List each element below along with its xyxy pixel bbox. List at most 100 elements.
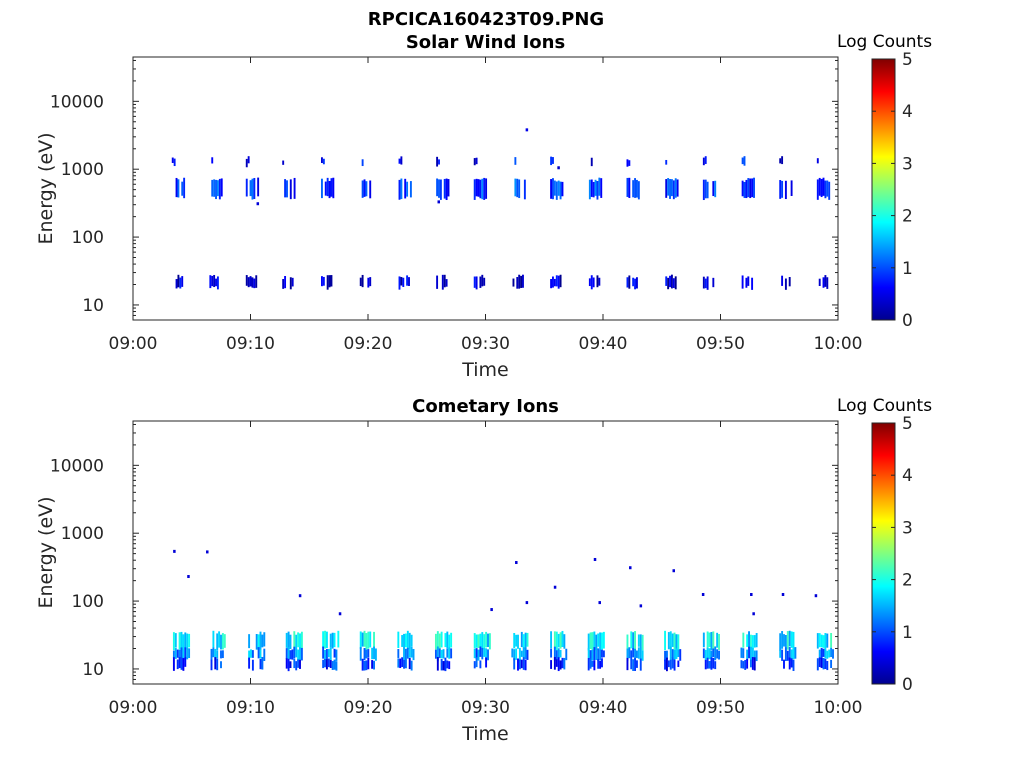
colorbar-tick-label: 4 — [902, 102, 913, 122]
x-tick-label: 09:30 — [461, 698, 510, 718]
spectrogram-cell — [297, 632, 300, 648]
spectrogram-point — [338, 612, 342, 616]
spectrogram-cell — [475, 157, 478, 165]
spectrogram-cell — [673, 632, 676, 650]
spectrogram-cell — [483, 647, 486, 657]
spectrogram-point — [437, 200, 440, 204]
spectrogram-cell — [824, 649, 827, 659]
spectrogram-cell — [291, 277, 294, 287]
spectrogram-cell — [671, 633, 674, 647]
panel-title: Cometary Ions — [412, 396, 559, 417]
spectrogram-cell — [677, 660, 680, 667]
spectrogram-cell — [440, 631, 443, 648]
spectrogram-cell — [520, 650, 523, 657]
spectrogram-cell — [820, 657, 823, 668]
spectrogram-cell — [485, 657, 488, 668]
spectrogram-cell — [182, 634, 185, 650]
spectrogram-cell — [753, 177, 755, 198]
spectrogram-cell — [247, 277, 250, 288]
spectrogram-cell — [444, 633, 447, 648]
spectrogram-cell — [597, 658, 600, 669]
spectrogram-cell — [410, 646, 413, 658]
spectrogram-cell — [824, 275, 827, 287]
spectrogram-cell — [373, 631, 375, 650]
spectrogram-cell — [255, 634, 258, 650]
spectrogram-cell — [325, 631, 328, 648]
spectrogram-cell — [481, 647, 484, 660]
spectrogram-cell — [590, 157, 593, 167]
spectrogram-cell — [716, 632, 719, 648]
spectrogram-cell — [289, 277, 292, 290]
spectrogram-cell — [518, 179, 521, 199]
colorbar-tick-label: 2 — [902, 571, 913, 591]
spectrogram-cell — [593, 647, 596, 661]
spectrogram-cell — [400, 277, 403, 286]
spectrogram-cell — [440, 649, 443, 659]
spectrogram-cell — [520, 275, 523, 288]
spectrogram-cell — [448, 634, 451, 651]
spectrogram-cell — [637, 634, 640, 647]
spectrogram-cell — [174, 647, 177, 659]
spectrogram-cell — [704, 659, 707, 670]
spectrogram-cell — [779, 649, 782, 658]
x-tick-label: 09:50 — [696, 698, 745, 718]
spectrogram-cell — [330, 178, 333, 197]
spectrogram-cell — [173, 158, 176, 167]
spectrogram-cell — [179, 277, 182, 289]
spectrogram-cell — [371, 660, 374, 669]
spectrogram-cell — [335, 661, 338, 671]
spectrogram-cell — [522, 634, 525, 649]
spectrogram-cell — [553, 278, 556, 287]
spectrogram-cell — [626, 177, 629, 197]
spectrogram-cell — [367, 649, 370, 658]
spectrogram-cell — [672, 278, 675, 288]
spectrogram-cell — [671, 649, 674, 658]
spectrogram-cell — [215, 179, 217, 200]
spectrogram-cell — [740, 647, 743, 658]
spectrogram-cell — [257, 177, 260, 197]
spectrogram-cell — [788, 630, 791, 647]
spectrogram-cell — [792, 659, 795, 671]
spectrogram-cell — [475, 276, 478, 290]
spectrogram-cell — [755, 650, 758, 662]
spectrogram-cell — [665, 159, 668, 165]
spectrogram-cell — [399, 658, 402, 669]
colorbar: Log Counts 0 1 2 3 4 5 — [837, 32, 932, 331]
spectrogram-cell — [748, 646, 750, 659]
spectrogram-cell — [322, 659, 325, 669]
spectrogram-cell — [639, 647, 642, 661]
spectrogram-cell — [473, 179, 476, 200]
spectrogram-cell — [177, 274, 180, 288]
spectrogram-cell — [517, 658, 519, 671]
spectrogram-cell — [745, 179, 748, 199]
spectrogram-cell — [587, 647, 590, 659]
spectrogram-cell — [790, 631, 793, 648]
spectrogram-cell — [218, 178, 221, 200]
spectrogram-cell — [257, 634, 260, 651]
spectrogram-cell — [295, 634, 298, 651]
spectrogram-cell — [363, 179, 366, 197]
spectrogram-cell — [550, 156, 553, 166]
spectrogram-cell — [253, 278, 256, 289]
colorbar-tick-label: 3 — [902, 518, 913, 538]
spectrogram-cell — [485, 178, 488, 199]
spectrogram-cell — [826, 633, 829, 648]
spectrogram-cell — [483, 634, 486, 649]
spectrogram-cell — [295, 648, 298, 658]
spectrogram-cell — [561, 181, 564, 197]
spectrogram-cell — [790, 649, 793, 662]
spectrogram-cell — [369, 631, 372, 648]
spectrogram-cell — [710, 650, 713, 659]
x-tick-label: 09:50 — [696, 334, 745, 354]
colorbar-tick-label: 0 — [902, 311, 913, 331]
spectrogram-cell — [669, 631, 672, 650]
spectrogram-cell — [511, 648, 514, 658]
spectrogram-cell — [333, 632, 336, 648]
spectrogram-cell — [210, 648, 213, 661]
spectrogram-cell — [667, 632, 670, 650]
spectrogram-cell — [594, 179, 597, 196]
spectrogram-cell — [672, 180, 675, 200]
spectrogram-cell — [398, 158, 401, 164]
spectrogram-point — [781, 593, 785, 596]
spectrogram-cell — [333, 659, 336, 670]
